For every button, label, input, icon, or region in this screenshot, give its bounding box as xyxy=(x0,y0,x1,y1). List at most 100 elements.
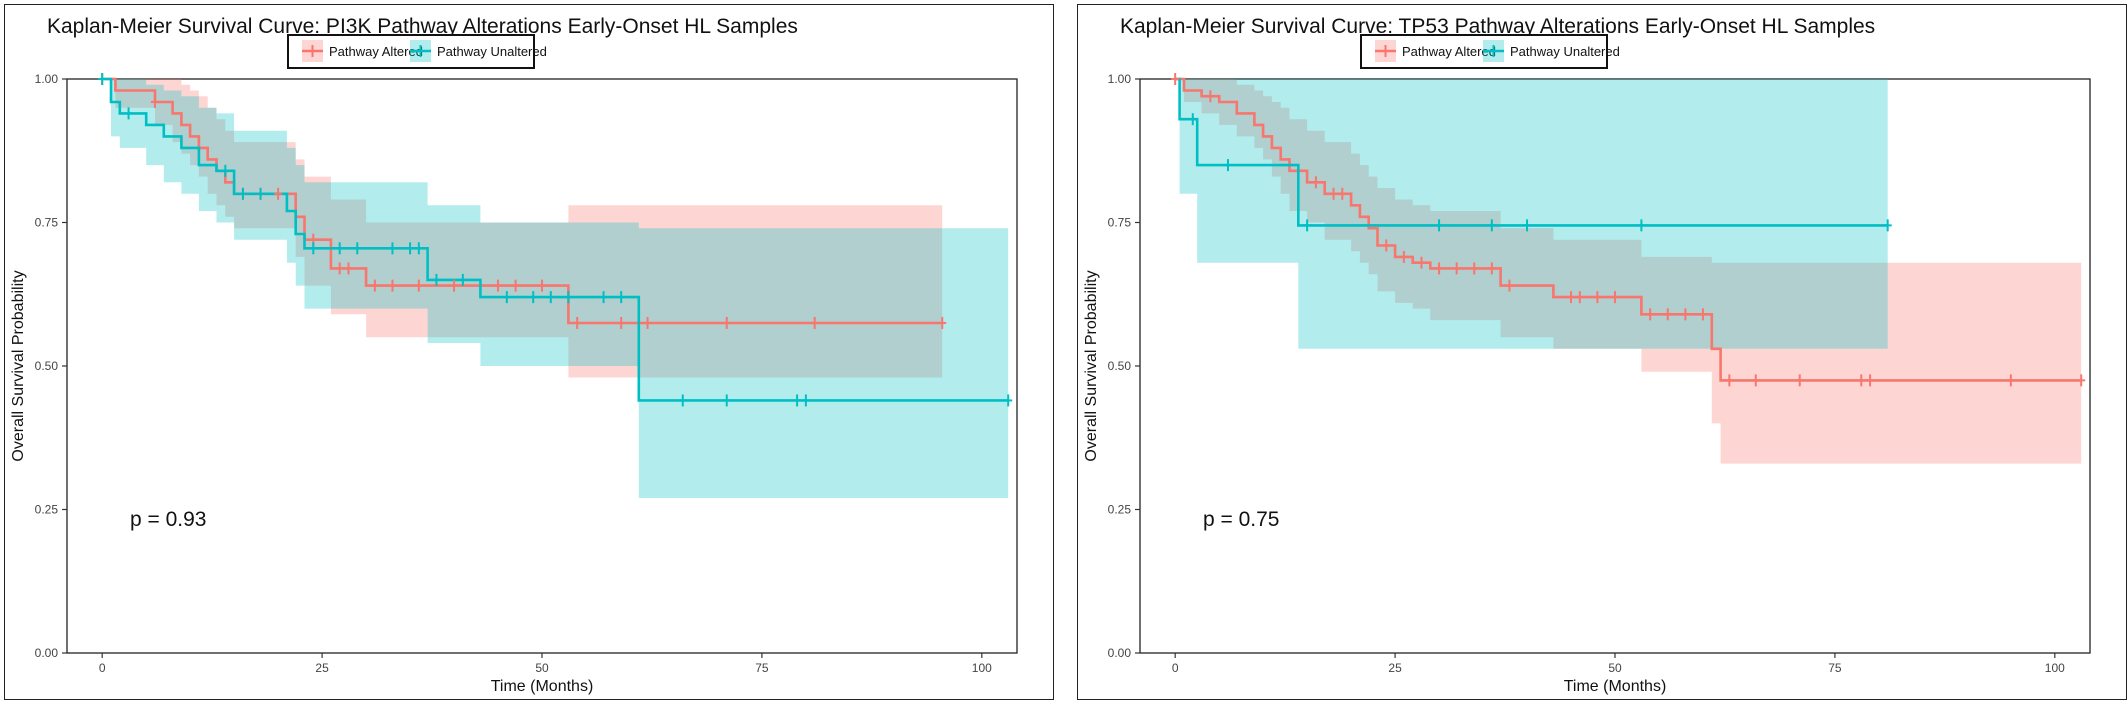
p-value-annotation: p = 0.75 xyxy=(1203,508,1279,531)
censor-mark xyxy=(1382,239,1391,252)
censor-mark xyxy=(1399,250,1408,263)
censor-mark xyxy=(309,242,318,255)
censor-mark xyxy=(1725,374,1734,387)
censor-mark xyxy=(810,316,819,329)
censor-mark xyxy=(1311,176,1320,189)
censor-mark xyxy=(1883,219,1892,232)
censor-mark xyxy=(938,316,947,329)
censor-mark xyxy=(388,242,397,255)
legend: Pathway Altered Pathway Unaltered xyxy=(1360,34,1620,69)
y-tick-label: 0.00 xyxy=(1108,646,1132,660)
legend-item: Pathway Unaltered xyxy=(410,40,547,62)
censor-mark xyxy=(1751,374,1760,387)
confidence-band xyxy=(1175,79,1888,349)
x-tick-label: 25 xyxy=(1388,661,1402,675)
censor-mark xyxy=(1338,187,1347,200)
x-tick-label: 100 xyxy=(2045,661,2065,675)
censor-mark xyxy=(274,187,283,200)
x-tick-label: 25 xyxy=(315,661,329,675)
censor-mark xyxy=(573,316,582,329)
censor-mark xyxy=(1646,308,1655,321)
y-axis-title: Overall Survival Probability xyxy=(1083,270,1100,461)
censor-mark xyxy=(494,279,503,292)
censor-mark xyxy=(529,291,538,304)
censor-mark xyxy=(678,394,687,407)
legend-label: Pathway Unaltered xyxy=(1510,44,1620,59)
censor-mark xyxy=(1417,256,1426,269)
censor-mark xyxy=(1663,308,1672,321)
censor-mark xyxy=(150,95,159,108)
censor-mark xyxy=(432,273,441,286)
confidence-band xyxy=(102,79,943,378)
p-value-annotation: p = 0.93 xyxy=(130,508,206,531)
censor-mark xyxy=(1866,374,1875,387)
legend-label: Pathway Altered xyxy=(329,44,423,59)
x-axis-title: Time (Months) xyxy=(1564,678,1667,695)
y-tick-label: 1.00 xyxy=(35,72,59,86)
legend-label: Pathway Altered xyxy=(1402,44,1496,59)
y-axis-title: Overall Survival Probability xyxy=(10,270,27,461)
censor-mark xyxy=(1004,394,1013,407)
censor-mark xyxy=(1435,219,1444,232)
survival-line xyxy=(1175,77,2082,382)
censor-mark xyxy=(793,394,802,407)
censor-mark xyxy=(1303,219,1312,232)
y-tick-label: 0.75 xyxy=(1108,216,1132,230)
censor-mark xyxy=(353,242,362,255)
censor-mark xyxy=(406,242,415,255)
x-tick-label: 0 xyxy=(99,661,106,675)
censor-mark xyxy=(1611,291,1619,304)
censor-mark xyxy=(335,262,344,275)
censor-mark xyxy=(414,279,423,292)
censor-mark xyxy=(1470,262,1479,275)
censor-mark xyxy=(538,279,546,292)
y-tick-label: 1.00 xyxy=(1108,72,1132,86)
censor-mark xyxy=(1435,262,1444,275)
legend: Pathway Altered Pathway Unaltered xyxy=(287,34,547,69)
km-chart-pi3k-svg: Kaplan-Meier Survival Curve: PI3K Pathwa… xyxy=(10,15,1018,695)
censor-mark xyxy=(1487,262,1496,275)
censor-mark xyxy=(546,291,555,304)
y-tick-label: 0.50 xyxy=(35,359,59,373)
censor-mark xyxy=(2077,374,2086,387)
legend-item: Pathway Altered xyxy=(1375,40,1496,62)
censor-mark xyxy=(599,291,608,304)
x-tick-label: 100 xyxy=(972,661,992,675)
censor-mark xyxy=(1795,374,1804,387)
legend-label: Pathway Unaltered xyxy=(437,44,547,59)
censor-mark xyxy=(1188,113,1197,126)
censor-mark xyxy=(617,316,626,329)
legend-item: Pathway Altered xyxy=(302,40,423,62)
censor-mark xyxy=(124,107,133,120)
censor-mark xyxy=(1698,308,1707,321)
censor-mark xyxy=(335,242,344,255)
censor-mark xyxy=(722,394,731,407)
censor-mark xyxy=(1857,374,1866,387)
km-chart-pi3k: Kaplan-Meier Survival Curve: PI3K Pathwa… xyxy=(4,4,1054,700)
y-tick-label: 0.25 xyxy=(35,503,59,517)
chart-title: Kaplan-Meier Survival Curve: PI3K Pathwa… xyxy=(47,15,798,38)
censor-mark xyxy=(1223,159,1232,172)
y-tick-label: 0.00 xyxy=(35,646,59,660)
chart-title: Kaplan-Meier Survival Curve: TP53 Pathwa… xyxy=(1120,15,1875,38)
confidence-band xyxy=(1175,79,2082,464)
censor-mark xyxy=(564,291,573,304)
censor-mark xyxy=(1523,219,1532,232)
censor-mark xyxy=(1505,279,1514,292)
censor-mark xyxy=(370,279,379,292)
legend-item: Pathway Unaltered xyxy=(1483,40,1620,62)
censor-mark xyxy=(1637,219,1646,232)
x-axis-title: Time (Months) xyxy=(491,678,594,695)
confidence-band xyxy=(102,79,1009,498)
censor-mark xyxy=(450,279,459,292)
y-tick-label: 0.75 xyxy=(35,216,59,230)
censor-mark xyxy=(2006,374,2015,387)
censor-mark xyxy=(1575,291,1584,304)
survival-line xyxy=(1175,77,1888,227)
x-tick-label: 50 xyxy=(1608,661,1622,675)
x-tick-label: 75 xyxy=(1828,661,1842,675)
censor-mark xyxy=(1206,90,1215,103)
censor-mark xyxy=(617,291,626,304)
censor-mark xyxy=(344,262,353,275)
censor-mark xyxy=(1567,291,1576,304)
